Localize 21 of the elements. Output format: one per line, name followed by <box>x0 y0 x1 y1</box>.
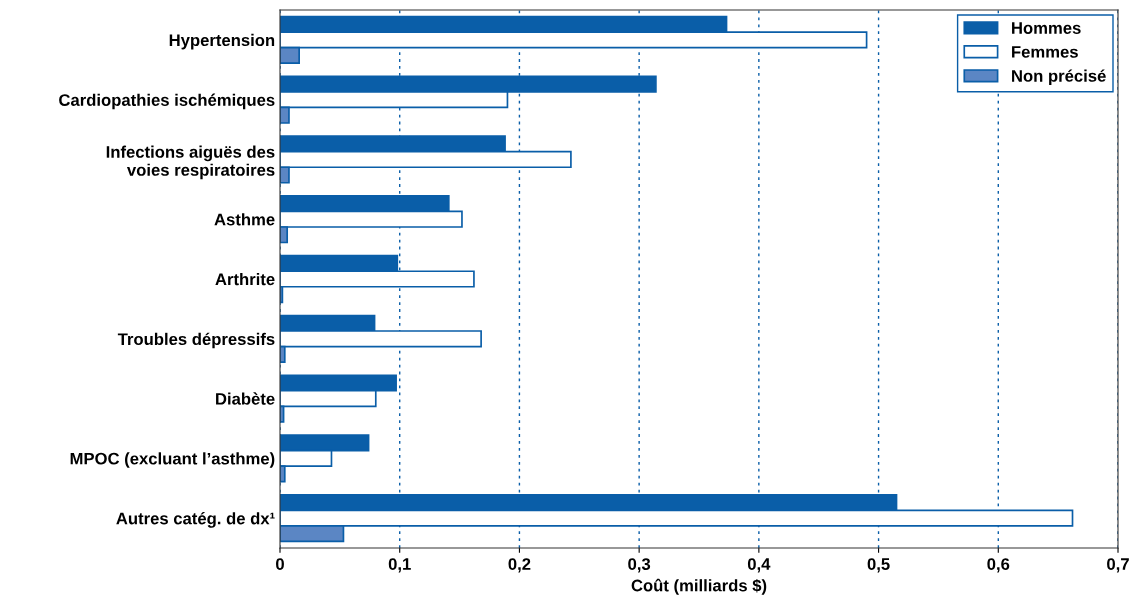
x-axis-title: Coût (milliards $) <box>631 578 767 595</box>
y-tick-label: Asthme <box>214 213 275 226</box>
y-tick-label: Diabète <box>216 392 275 405</box>
y-tick-label: Arthrite <box>215 272 275 286</box>
legend-label: Non précisé <box>1012 69 1106 86</box>
x-tick-label: 0,3 <box>628 558 651 573</box>
y-tick-label: Infections aiguës des voies respiratoires <box>106 145 275 180</box>
x-tick-label: 0,4 <box>747 558 771 573</box>
x-tick-label: 0 <box>276 558 284 570</box>
x-tick-label: 0,1 <box>388 558 411 573</box>
legend-label: Femmes <box>1012 46 1078 58</box>
y-tick-label: Troubles dépressifs <box>117 332 275 349</box>
x-tick-label: 0,5 <box>867 558 890 573</box>
y-tick-label: Autres catég. de dx¹ <box>116 512 275 528</box>
y-tick-label: Cardiopathies ischémiques <box>59 93 275 110</box>
x-tick-label: 0,2 <box>508 558 531 573</box>
y-tick-label: MPOC (excluant l’asthme) <box>70 452 275 468</box>
legend-label: Hommes <box>1012 22 1081 34</box>
y-tick-label: Hypertension <box>169 33 275 50</box>
x-tick-label: 0,7 <box>1107 558 1129 573</box>
x-tick-label: 0,6 <box>987 558 1010 573</box>
